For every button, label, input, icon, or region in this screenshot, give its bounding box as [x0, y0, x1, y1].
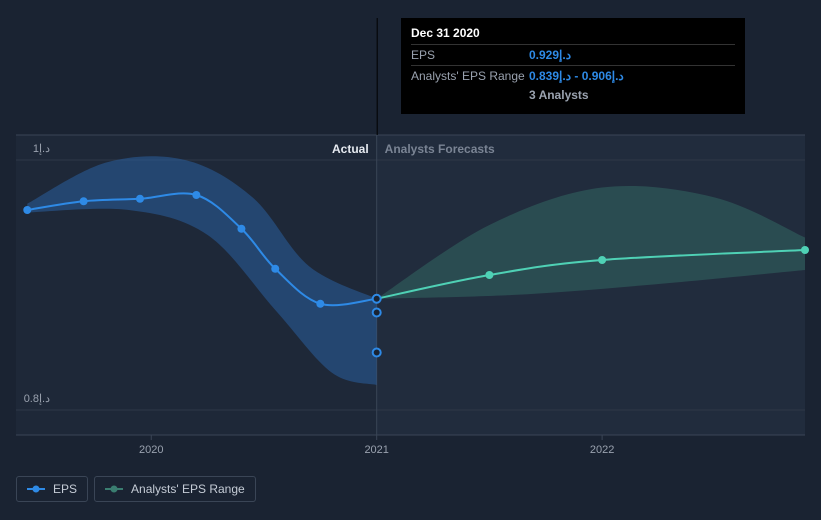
legend-label: Analysts' EPS Range: [131, 482, 245, 496]
tooltip-value: د.إ0.929: [529, 48, 571, 62]
eps-forecast-chart: د.إ1 د.إ0.8 2020 2021 2022 Actual Analysts For…: [0, 0, 821, 520]
tooltip-analyst-count: 3 Analysts: [529, 86, 735, 102]
tooltip-row-range: Analysts' EPS Range د.إ0.906 - د.إ0.839: [411, 65, 735, 86]
svg-text:د.إ1: د.إ1: [33, 143, 50, 155]
tooltip-value: د.إ0.906 - د.إ0.839: [529, 69, 624, 83]
svg-text:Actual: Actual: [332, 142, 369, 156]
legend-item-range[interactable]: Analysts' EPS Range: [94, 476, 256, 502]
svg-text:2021: 2021: [364, 444, 388, 456]
legend-item-eps[interactable]: EPS: [16, 476, 88, 502]
tooltip-label: EPS: [411, 48, 529, 62]
tooltip-title: Dec 31 2020: [411, 26, 735, 40]
legend-swatch-eps: [27, 484, 45, 494]
tooltip-label: Analysts' EPS Range: [411, 69, 529, 83]
tooltip-row-eps: EPS د.إ0.929: [411, 44, 735, 65]
svg-text:2020: 2020: [139, 444, 163, 456]
svg-text:د.إ0.8: د.إ0.8: [24, 393, 50, 405]
legend-swatch-range: [105, 484, 123, 494]
chart-tooltip: Dec 31 2020 EPS د.إ0.929 Analysts' EPS R…: [401, 18, 745, 114]
chart-legend: EPS Analysts' EPS Range: [16, 476, 256, 502]
svg-text:2022: 2022: [590, 444, 614, 456]
legend-label: EPS: [53, 482, 77, 496]
svg-text:Analysts Forecasts: Analysts Forecasts: [385, 142, 495, 156]
